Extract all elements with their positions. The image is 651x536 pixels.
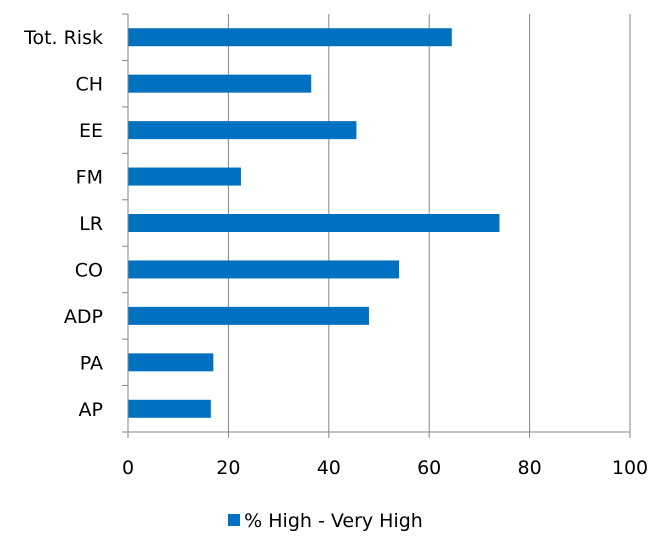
labels: 0 20 40 60 80 100 Tot. Risk CH EE FM LR CO ADP PA AP [23, 27, 648, 479]
x-tick-label: 80 [518, 457, 542, 479]
bar [128, 306, 369, 325]
bar [128, 260, 400, 279]
bar [128, 167, 241, 186]
y-category-label: EE [79, 120, 103, 142]
y-category-label: FM [76, 167, 103, 189]
bar [128, 353, 214, 372]
y-category-label: Tot. Risk [23, 27, 103, 49]
y-category-label: LR [79, 213, 103, 235]
legend-label: % High - Very High [244, 510, 423, 532]
bar [128, 74, 312, 93]
y-category-label: PA [80, 352, 103, 374]
bar [128, 28, 452, 47]
y-category-label: ADP [64, 306, 103, 328]
legend: % High - Very High [0, 510, 651, 532]
x-tick-label: 60 [417, 457, 441, 479]
y-category-label: CO [75, 259, 103, 281]
bars [128, 28, 500, 418]
legend-swatch [228, 513, 241, 526]
y-category-label: AP [79, 399, 103, 421]
bar [128, 121, 357, 140]
bar [128, 214, 500, 232]
bar [128, 399, 211, 418]
axes [122, 13, 631, 438]
y-category-label: CH [75, 74, 103, 96]
x-tick-label: 0 [122, 457, 134, 479]
x-tick-label: 20 [216, 457, 240, 479]
x-tick-label: 40 [317, 457, 341, 479]
bar-chart: 0 20 40 60 80 100 Tot. Risk CH EE FM LR CO ADP PA AP [23, 13, 648, 479]
x-tick-label: 100 [612, 457, 648, 479]
